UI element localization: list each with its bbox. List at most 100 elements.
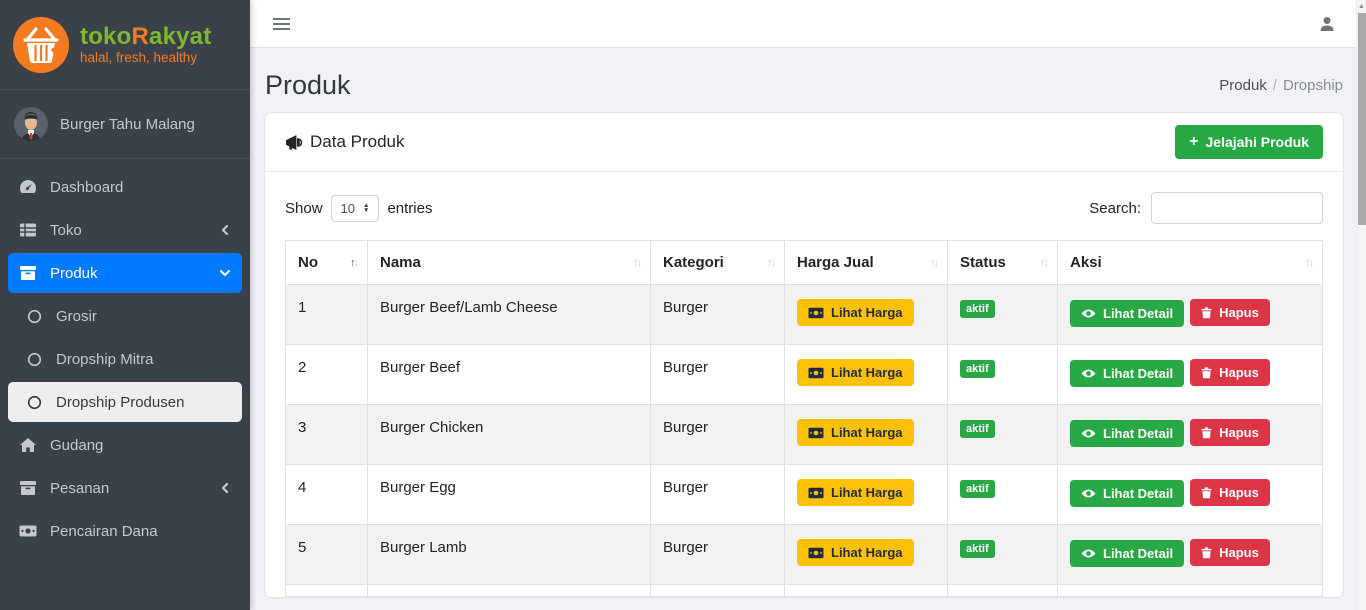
table-row: 2 Burger Beef Burger Lihat Harga aktif L…: [285, 344, 1323, 405]
sidebar-item-dashboard[interactable]: Dashboard: [8, 167, 242, 207]
cell-nama: Burger Lamb: [367, 524, 651, 585]
main-area: Produk Produk / Dropship Data Produk + Jel…: [250, 0, 1366, 610]
sidebar-item-pencairan-dana[interactable]: Pencairan Dana: [8, 511, 242, 551]
brand-text: tokoRakyat halal, fresh, healthy: [80, 24, 211, 65]
list-icon: [18, 222, 38, 238]
select-arrows-icon: ▲ ▼: [363, 202, 370, 214]
trash-icon: [1201, 306, 1212, 318]
money-bill-icon: [808, 487, 824, 498]
scroll-up-arrow-icon[interactable]: ▲: [1358, 3, 1365, 10]
circle-outline-icon: [24, 352, 44, 367]
cell-nama: Burger Beef: [367, 344, 651, 405]
lihat-harga-button[interactable]: Lihat Harga: [797, 479, 914, 506]
hapus-button[interactable]: Hapus: [1190, 299, 1270, 326]
search-group: Search:: [1089, 192, 1323, 224]
cell-no: 3: [285, 404, 368, 465]
lihat-harga-button[interactable]: Lihat Harga: [797, 299, 914, 326]
hapus-button[interactable]: Hapus: [1190, 479, 1270, 506]
lihat-detail-button[interactable]: Lihat Detail: [1070, 419, 1185, 447]
jelajahi-produk-button[interactable]: + Jelajahi Produk: [1175, 125, 1323, 159]
column-header-harga-jual[interactable]: Harga Jual ↑↓: [784, 240, 948, 285]
page-head: Produk Produk / Dropship: [265, 70, 1343, 101]
column-header-nama[interactable]: Nama ↑↓: [367, 240, 651, 285]
cell-harga: Lihat Harga: [784, 464, 948, 525]
sidebar: tokoRakyat halal, fresh, healthy Burger …: [0, 0, 250, 610]
lihat-detail-button[interactable]: Lihat Detail: [1070, 539, 1185, 567]
breadcrumb-produk[interactable]: Produk: [1219, 77, 1267, 94]
sidebar-item-dropship-produsen[interactable]: Dropship Produsen: [8, 382, 242, 422]
status-badge: aktif: [960, 480, 995, 498]
breadcrumb-dropship: Dropship: [1282, 77, 1343, 94]
cell-aksi: Lihat Detail Hapus: [1057, 284, 1323, 345]
money-bill-icon: [808, 307, 824, 318]
lihat-harga-button[interactable]: Lihat Harga: [797, 359, 914, 386]
box-icon: [18, 480, 38, 496]
sidebar-item-gudang[interactable]: Gudang: [8, 425, 242, 465]
cell-no: 1: [285, 284, 368, 345]
lihat-detail-button[interactable]: Lihat Detail: [1070, 359, 1185, 387]
search-label: Search:: [1089, 199, 1141, 217]
column-header-status[interactable]: Status ↑↓: [947, 240, 1058, 285]
cell-no: 5: [285, 524, 368, 585]
sidebar-item-toko[interactable]: Toko: [8, 210, 242, 250]
trash-icon: [1201, 486, 1212, 498]
cell-aksi: Lihat Detail Hapus: [1057, 524, 1323, 585]
cell-harga: Lihat Harga: [784, 524, 948, 585]
sidebar-item-produk[interactable]: Produk: [8, 253, 242, 293]
card-body: Show 10 ▲ ▼ entries Search:: [265, 172, 1343, 597]
page-size-select[interactable]: 10 ▲ ▼: [330, 194, 380, 222]
sidebar-item-dropship-mitra[interactable]: Dropship Mitra: [8, 339, 242, 379]
avatar[interactable]: [14, 107, 48, 141]
cell-nama: Burger Chicken: [367, 404, 651, 465]
sort-icon: ↑↓: [930, 256, 939, 269]
user-name: Burger Tahu Malang: [60, 115, 195, 133]
brand[interactable]: tokoRakyat halal, fresh, healthy: [0, 0, 250, 90]
cell-harga: Lihat Harga: [784, 284, 948, 345]
cell-aksi: Lihat Detail Hapus: [1057, 404, 1323, 465]
lihat-detail-button[interactable]: Lihat Detail: [1070, 299, 1185, 327]
page-title: Produk: [265, 70, 351, 100]
sidebar-item-grosir[interactable]: Grosir: [8, 296, 242, 336]
cell-aksi: Lihat Detail Hapus: [1057, 344, 1323, 405]
show-entries-group: Show 10 ▲ ▼ entries: [285, 194, 433, 222]
search-input[interactable]: [1151, 192, 1323, 224]
vertical-scrollbar[interactable]: ▲: [1356, 0, 1366, 610]
card-title-text: Data Produk: [310, 132, 405, 151]
show-label: Show: [285, 199, 323, 217]
cell-harga: Lihat Harga: [784, 404, 948, 465]
cell-status: aktif: [947, 284, 1058, 345]
column-header-no[interactable]: No ↑↓: [285, 240, 368, 285]
hamburger-menu-icon[interactable]: [273, 17, 290, 30]
cell-no: 2: [285, 344, 368, 405]
lihat-harga-button[interactable]: Lihat Harga: [797, 539, 914, 566]
eye-icon: [1081, 549, 1096, 557]
cell-kategori: Burger: [650, 284, 785, 345]
cell-status: aktif: [947, 344, 1058, 405]
column-header-kategori[interactable]: Kategori ↑↓: [650, 240, 785, 285]
data-produk-card: Data Produk + Jelajahi Produk Show 10 ▲ ▼: [265, 113, 1343, 597]
sort-icon: ↑↓: [1305, 256, 1314, 269]
hapus-button[interactable]: Hapus: [1190, 539, 1270, 566]
chevron-down-icon: [218, 266, 232, 280]
eye-icon: [1081, 309, 1096, 317]
lihat-harga-button[interactable]: Lihat Harga: [797, 419, 914, 446]
sidebar-item-pesanan[interactable]: Pesanan: [8, 468, 242, 508]
card-header: Data Produk + Jelajahi Produk: [265, 113, 1343, 172]
user-icon[interactable]: [1318, 15, 1336, 33]
scrollbar-thumb[interactable]: [1358, 13, 1366, 225]
hapus-button[interactable]: Hapus: [1190, 419, 1270, 446]
entries-label: entries: [387, 199, 433, 217]
plus-icon: +: [1189, 133, 1199, 150]
status-badge: aktif: [960, 420, 995, 438]
card-title: Data Produk: [285, 132, 405, 152]
cell-kategori: Burger: [650, 464, 785, 525]
produk-table: No ↑↓ Nama ↑↓ Kategori ↑↓ Harga Jual ↑↓ Stat…: [285, 240, 1323, 597]
brand-tagline: halal, fresh, healthy: [80, 50, 198, 65]
cell-aksi: Lihat Detail Hapus: [1057, 464, 1323, 525]
cell-kategori: Burger: [650, 404, 785, 465]
lihat-detail-button[interactable]: Lihat Detail: [1070, 479, 1185, 507]
hapus-button[interactable]: Hapus: [1190, 359, 1270, 386]
cell-kategori: Burger: [650, 344, 785, 405]
table-controls: Show 10 ▲ ▼ entries Search:: [285, 192, 1323, 224]
column-header-aksi[interactable]: Aksi ↑↓: [1057, 240, 1323, 285]
